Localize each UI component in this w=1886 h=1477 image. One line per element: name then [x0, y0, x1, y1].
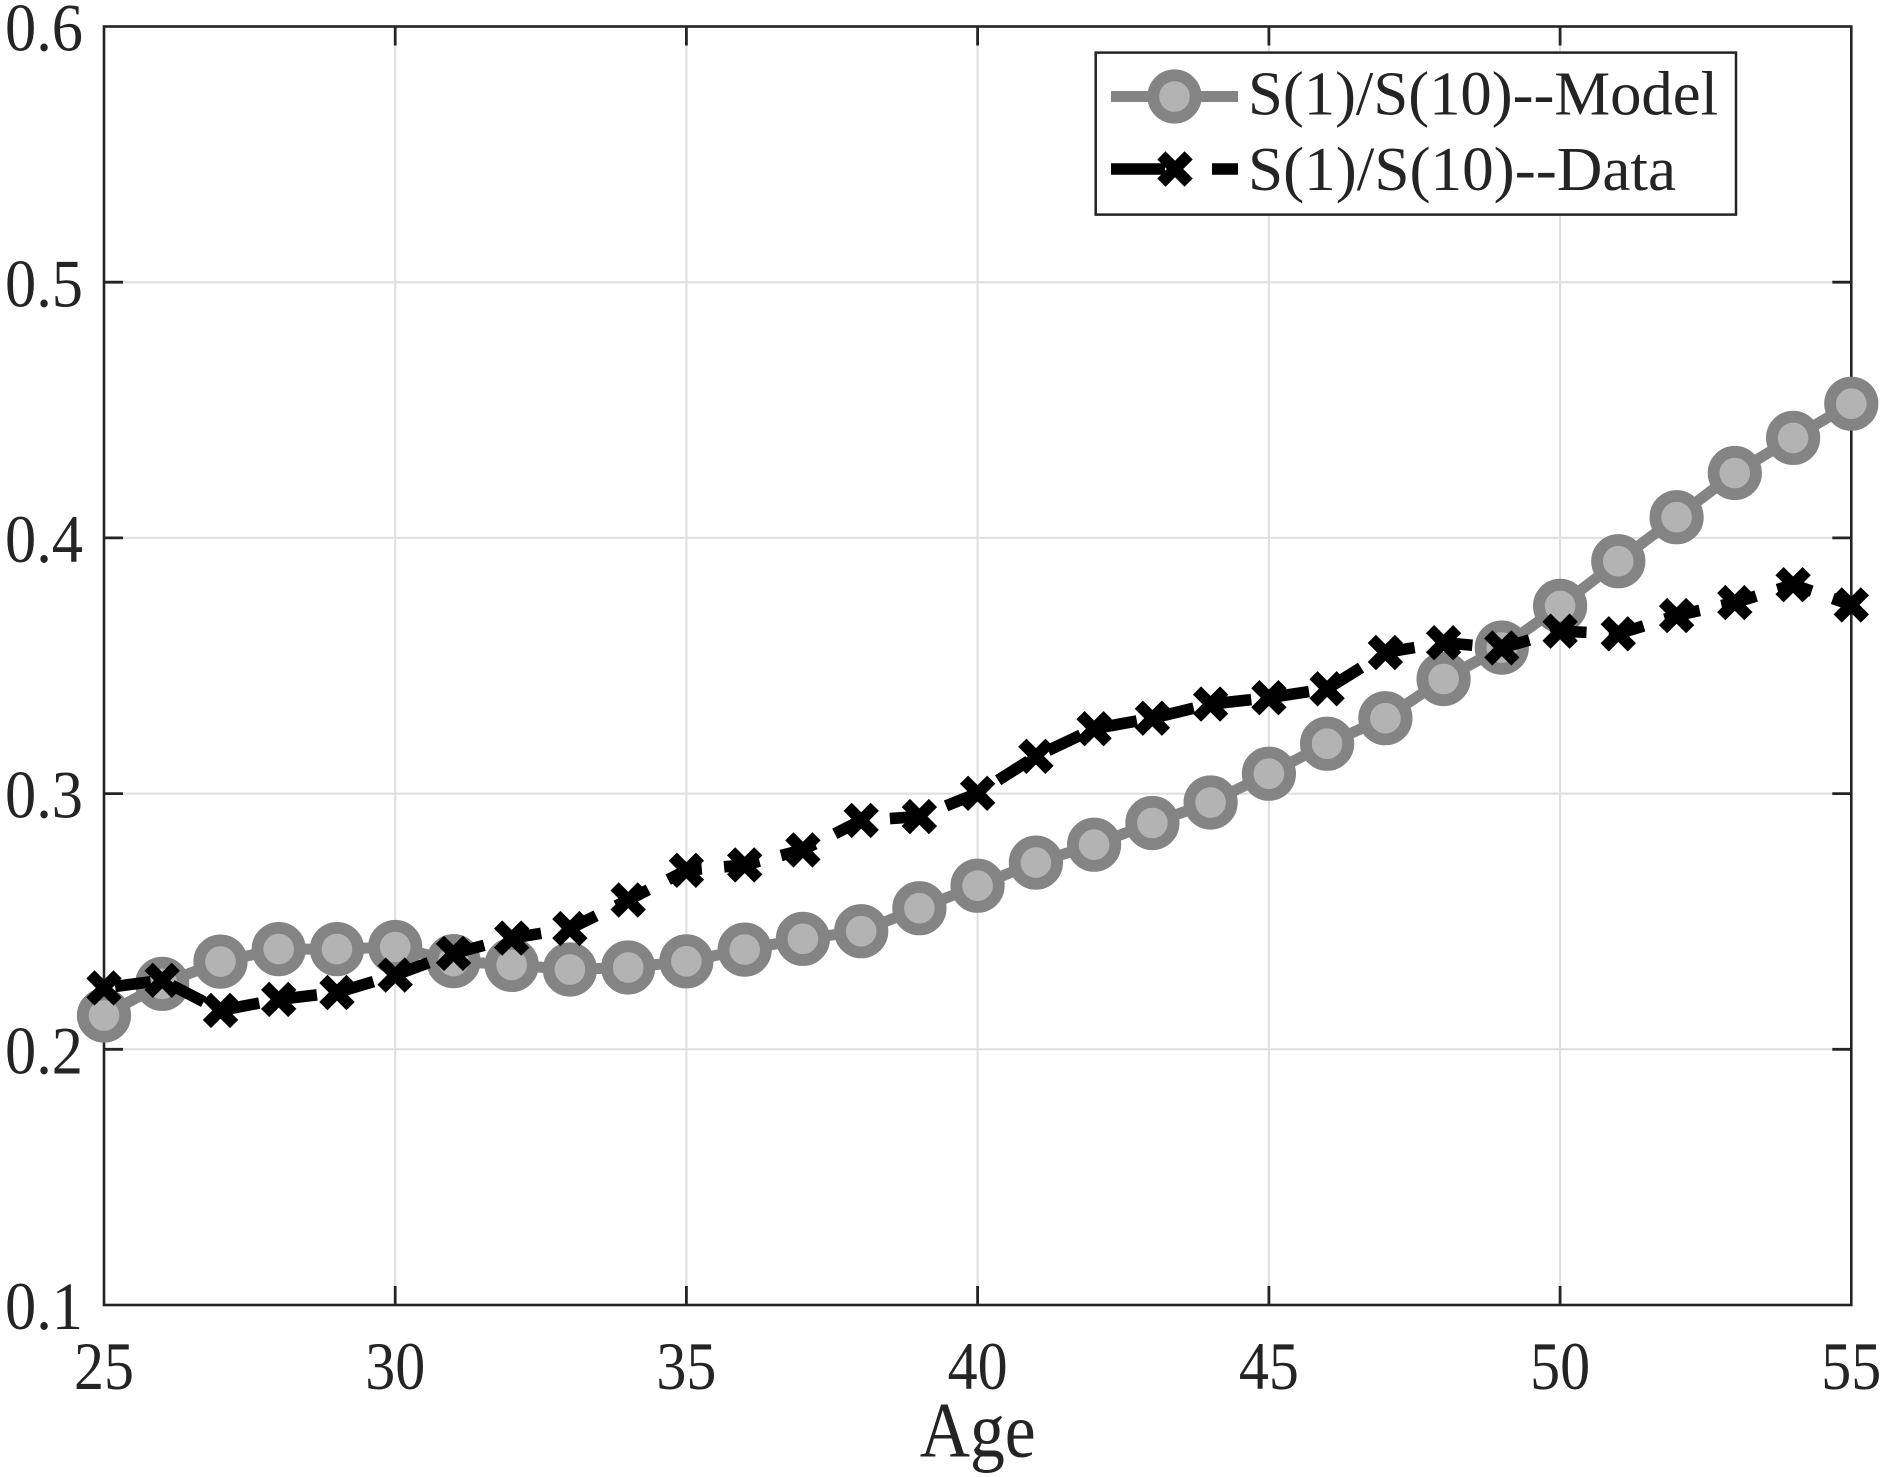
svg-text:25: 25 — [74, 1328, 134, 1404]
svg-text:S(1)/S(10)--Model: S(1)/S(10)--Model — [1248, 59, 1718, 129]
svg-text:0.4: 0.4 — [5, 501, 83, 577]
svg-text:S(1)/S(10)--Data: S(1)/S(10)--Data — [1248, 134, 1676, 204]
svg-text:40: 40 — [948, 1328, 1008, 1404]
svg-text:50: 50 — [1530, 1328, 1590, 1404]
svg-text:0.6: 0.6 — [5, 0, 83, 66]
svg-text:30: 30 — [365, 1328, 425, 1404]
svg-text:Age: Age — [920, 1387, 1036, 1474]
svg-text:35: 35 — [656, 1328, 716, 1404]
svg-text:0.5: 0.5 — [5, 245, 83, 321]
svg-text:0.1: 0.1 — [5, 1268, 83, 1344]
svg-text:55: 55 — [1821, 1328, 1881, 1404]
svg-text:0.2: 0.2 — [5, 1012, 83, 1088]
svg-text:0.3: 0.3 — [5, 757, 83, 833]
svg-text:45: 45 — [1239, 1328, 1299, 1404]
